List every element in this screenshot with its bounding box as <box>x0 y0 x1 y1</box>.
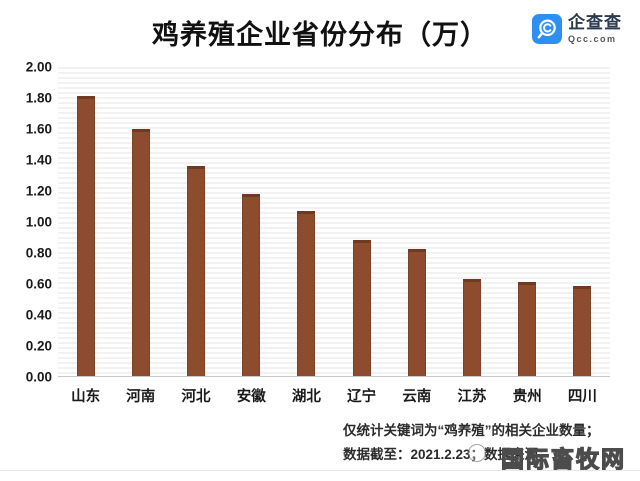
bottom-divider <box>0 470 640 471</box>
bar <box>131 128 150 376</box>
qcc-logo-icon <box>532 14 562 44</box>
bar <box>352 240 371 376</box>
y-tick-label: 1.20 <box>25 183 52 199</box>
x-tick-label: 河北 <box>181 389 211 405</box>
x-tick-label: 江苏 <box>457 389 487 405</box>
bar-column: 山东 <box>58 67 113 405</box>
footnote-line1: 仅统计关键词为“鸡养殖”的相关企业数量； <box>343 423 600 438</box>
y-tick-label: 0.60 <box>25 276 52 292</box>
y-tick-label: 2.00 <box>25 59 52 75</box>
x-tick-label: 山东 <box>71 389 101 405</box>
bar <box>518 281 537 376</box>
watermark-text: 国际畜牧网 <box>500 445 626 472</box>
x-tick-label: 河南 <box>126 389 156 405</box>
qcc-logo-text: 企查查 Qcc.com <box>568 14 622 44</box>
bar-chart: 2.00 1.80 1.60 1.40 1.20 1.00 0.80 0.60 0.40 0.20… <box>8 60 610 405</box>
y-tick-label: 1.60 <box>25 121 52 137</box>
x-tick-label: 云南 <box>402 389 432 405</box>
y-axis: 2.00 1.80 1.60 1.40 1.20 1.00 0.80 0.60 0.40 0.20… <box>8 60 52 385</box>
x-tick-label: 四川 <box>567 389 597 405</box>
y-tick-label: 0.40 <box>25 307 52 323</box>
bar-column: 辽宁 <box>334 67 389 405</box>
bar-column: 贵州 <box>500 67 555 405</box>
bar-column: 四川 <box>555 67 610 405</box>
bar <box>76 96 95 376</box>
bar <box>297 210 316 376</box>
qcc-logo: 企查查 Qcc.com <box>528 12 626 46</box>
bar <box>573 286 592 376</box>
bar-column: 湖北 <box>279 67 334 405</box>
x-tick-label: 贵州 <box>512 389 542 405</box>
chart-title: 鸡养殖企业省份分布（万） <box>152 20 488 50</box>
y-tick-label: 1.40 <box>25 152 52 168</box>
qcc-logo-name: 企查查 <box>568 13 622 32</box>
qcc-logo-domain: Qcc.com <box>568 34 617 44</box>
footnote-line2: 数据截至：2021.2.23；数据来源： <box>343 447 552 462</box>
x-tick-label: 辽宁 <box>347 389 377 405</box>
x-tick-label: 湖北 <box>291 389 321 405</box>
bar <box>463 278 482 376</box>
y-tick-label: 1.00 <box>25 214 52 230</box>
bar-column: 江苏 <box>444 67 499 405</box>
y-tick-label: 0.00 <box>25 369 52 385</box>
bar-column: 云南 <box>389 67 444 405</box>
y-tick-label: 1.80 <box>25 90 52 106</box>
bar <box>242 193 261 376</box>
y-tick-label: 0.20 <box>25 338 52 354</box>
footnotes: 仅统计关键词为“鸡养殖”的相关企业数量； 数据截至：2021.2.23；数据来源… <box>343 419 600 467</box>
bar-column: 河北 <box>168 67 223 405</box>
y-tick-label: 0.80 <box>25 245 52 261</box>
bar-column: 安徽 <box>224 67 279 405</box>
watermark-stamp-icon <box>468 444 486 462</box>
bar-column: 河南 <box>113 67 168 405</box>
bar <box>407 249 426 376</box>
plot-area: 山东 河南 河北 安徽 湖北 辽宁 云南 江苏 贵州 四川 <box>58 67 610 405</box>
bar <box>187 165 205 376</box>
x-tick-label: 安徽 <box>236 389 266 405</box>
